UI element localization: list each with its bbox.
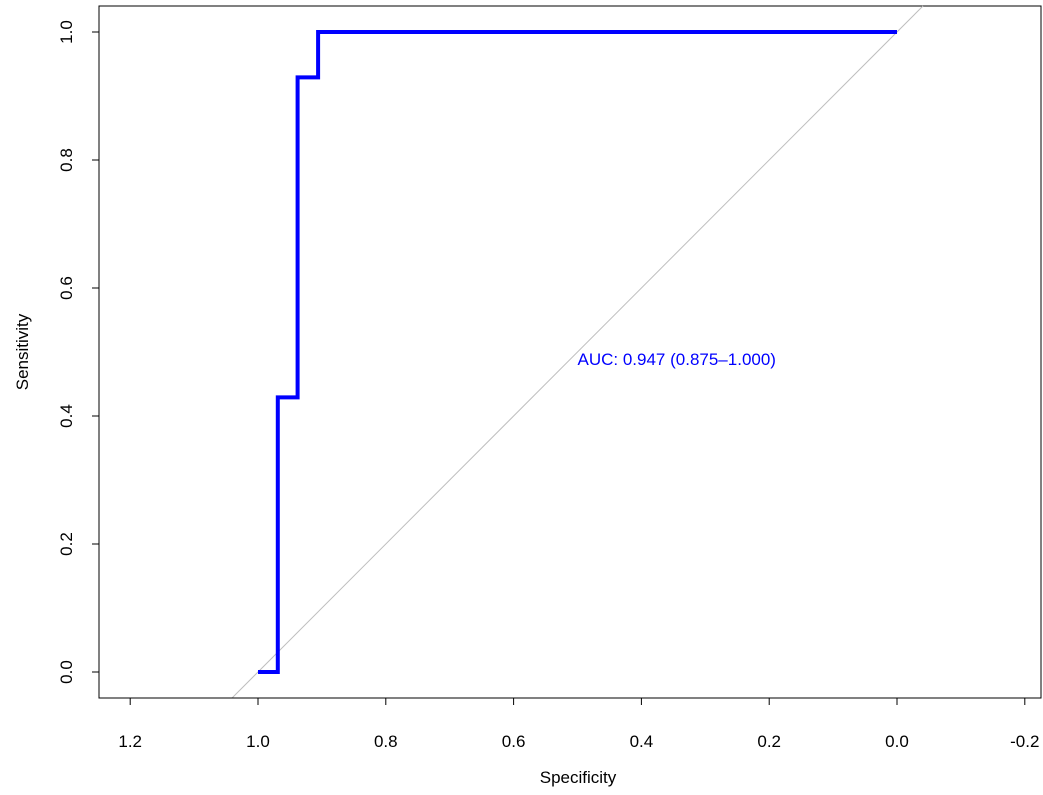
y-tick-label: 0.0 [57, 660, 76, 684]
y-tick-label: 0.2 [57, 532, 76, 556]
x-tick-label: 0.8 [374, 732, 398, 751]
auc-annotation: AUC: 0.947 (0.875–1.000) [578, 350, 776, 369]
x-tick-label: 1.0 [246, 732, 270, 751]
x-axis: 1.2 1.0 0.8 0.6 0.4 0.2 0.0 -0.2 [118, 697, 1039, 751]
x-tick-label: 0.4 [630, 732, 654, 751]
y-axis: 0.0 0.2 0.4 0.6 0.8 1.0 [57, 20, 100, 684]
y-tick-label: 1.0 [57, 20, 76, 44]
y-axis-title: Sensitivity [13, 313, 32, 390]
roc-curve-line [258, 30, 897, 674]
x-tick-label: 0.0 [885, 732, 909, 751]
x-tick-label: 0.6 [502, 732, 526, 751]
x-tick-label: -0.2 [1010, 732, 1039, 751]
y-tick-label: 0.8 [57, 148, 76, 172]
y-tick-label: 0.4 [57, 404, 76, 428]
reference-layer [231, 5, 924, 699]
annotation-layer: AUC: 0.947 (0.875–1.000) [578, 350, 776, 369]
series-layer [258, 30, 897, 674]
y-tick-label: 0.6 [57, 276, 76, 300]
plot-frame [98, 5, 1042, 699]
x-tick-label: 0.2 [757, 732, 781, 751]
x-tick-label: 1.2 [118, 732, 142, 751]
reference-diagonal-line [231, 5, 924, 699]
x-axis-title: Specificity [540, 768, 617, 787]
